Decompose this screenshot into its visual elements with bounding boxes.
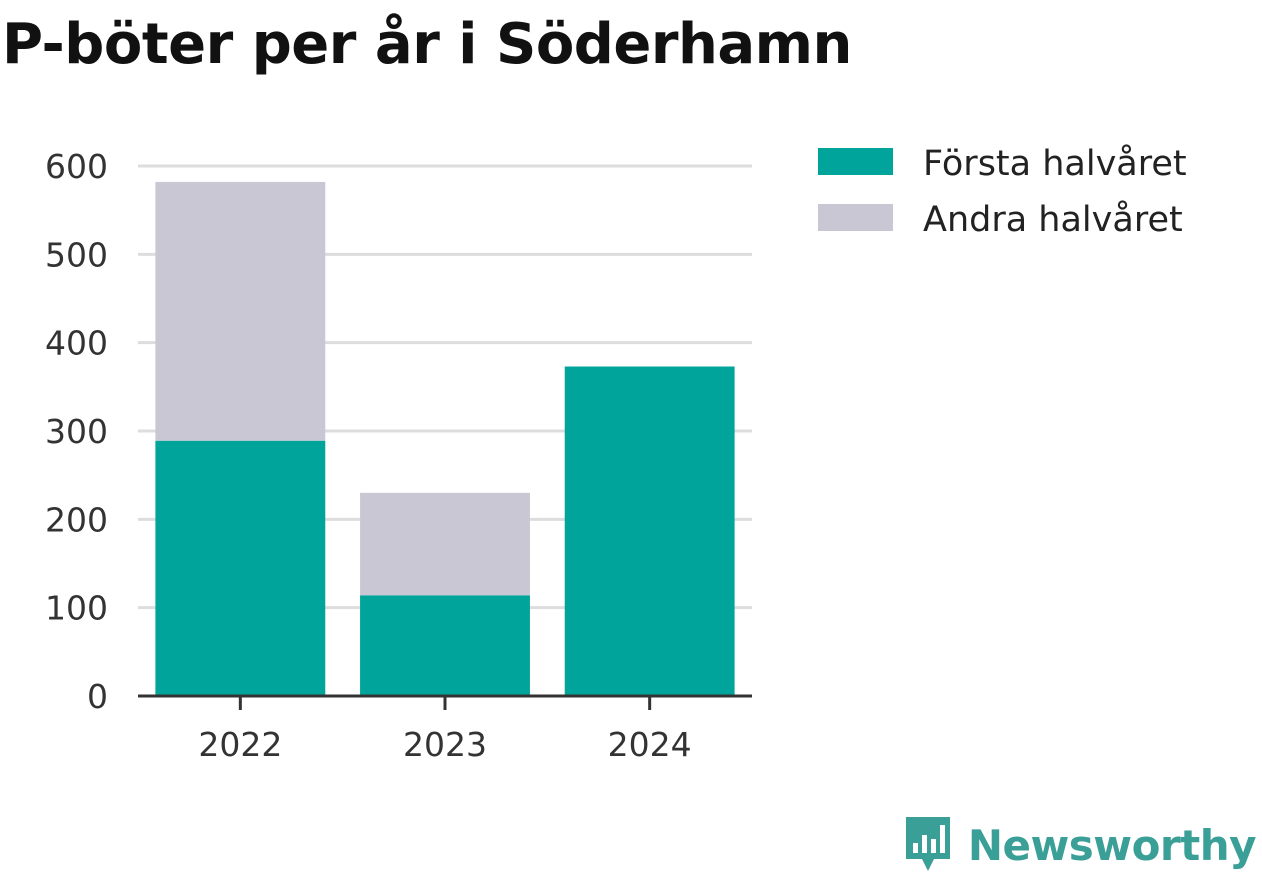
legend-label-2: Andra halvåret	[923, 199, 1183, 240]
axes: 0 100 200 300 400 500 600 2022 2023 2024	[45, 147, 752, 764]
y-tick-label-0: 0	[87, 677, 108, 716]
bar-2024-series-1	[564, 366, 735, 696]
newsworthy-logo-icon	[905, 817, 950, 871]
y-tick-label-200: 200	[45, 500, 108, 539]
legend-swatch-2	[818, 204, 893, 231]
brand-name: Newsworthy	[967, 820, 1257, 870]
chart-title: P-böter per år i Söderhamn	[2, 12, 852, 77]
x-tick-label-2023: 2023	[403, 725, 487, 764]
x-tick-label-2022: 2022	[198, 725, 282, 764]
newsworthy-logo[interactable]: Newsworthy	[904, 815, 1257, 875]
y-tick-label-600: 600	[45, 147, 108, 186]
y-tick-label-400: 400	[45, 324, 108, 363]
legend-label-1: Första halvåret	[923, 143, 1187, 184]
y-tick-label-500: 500	[45, 235, 108, 274]
bar-2023-series-2	[360, 492, 530, 596]
x-tick-label-2024: 2024	[608, 725, 692, 764]
legend[interactable]: Första halvåret Andra halvåret	[818, 143, 1187, 240]
y-tick-label-300: 300	[45, 412, 108, 451]
bar-2023-series-1	[360, 595, 530, 696]
legend-swatch-1	[818, 148, 893, 175]
bars	[155, 181, 735, 696]
y-tick-label-100: 100	[45, 589, 108, 628]
bar-2022-series-2	[155, 181, 326, 441]
bar-2022-series-1	[155, 440, 326, 696]
